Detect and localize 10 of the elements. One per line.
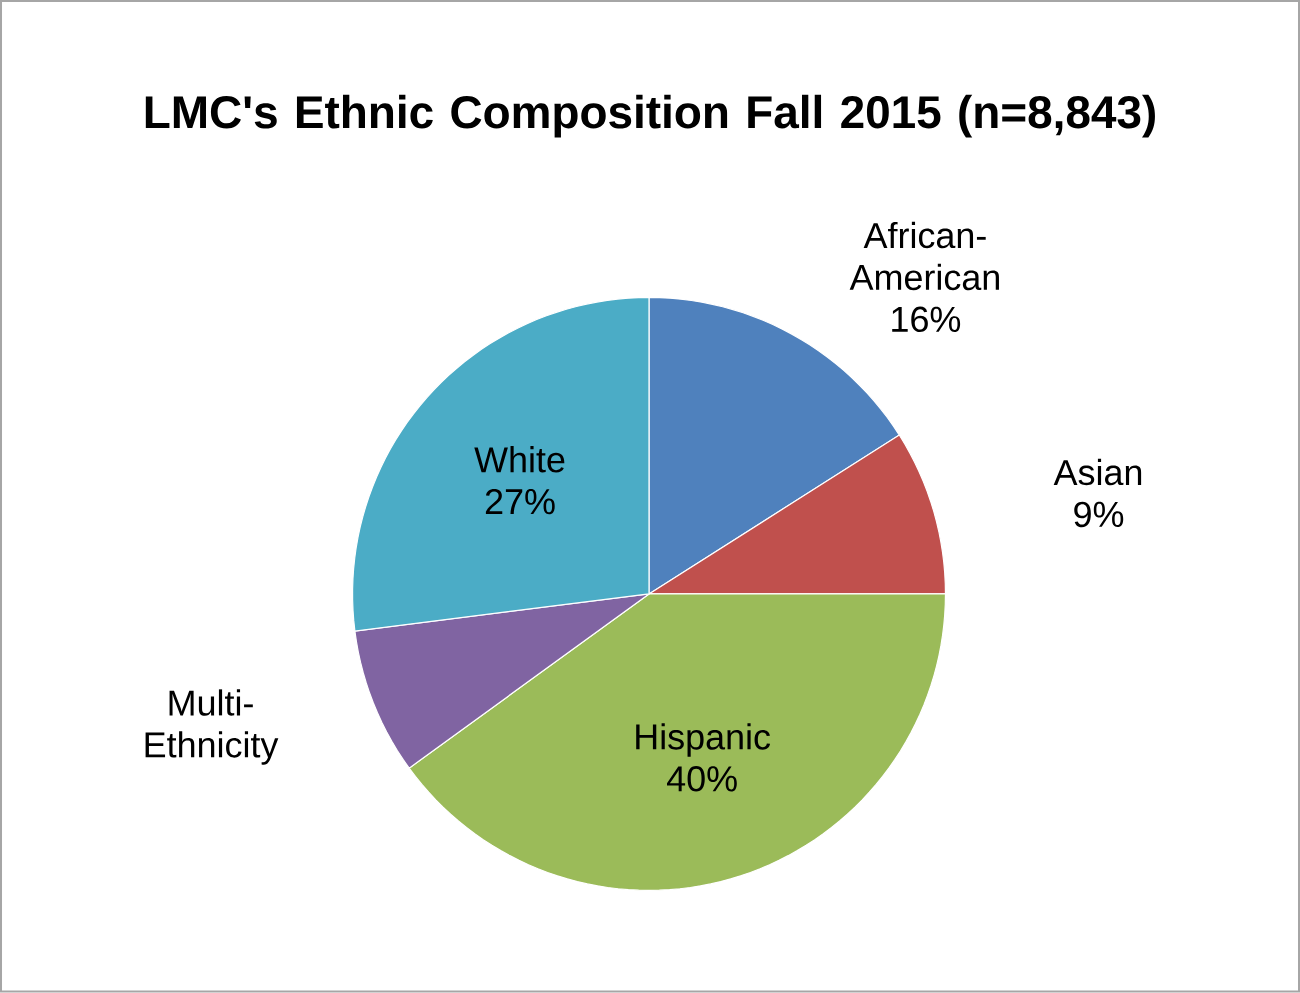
slice-label: Hispanic	[636, 723, 771, 757]
slice-label: White	[474, 446, 565, 473]
data-label: 40%	[667, 766, 737, 792]
chart-title: LMC's Ethnic Composition Fall 2015 (n=8,843)	[145, 94, 1155, 138]
data-label: 16%	[892, 306, 961, 333]
slice-label: African-American	[849, 222, 999, 291]
data-label: 9%	[1074, 501, 1124, 528]
data-label: 27%	[485, 489, 555, 515]
slice-label: Multi-Ethnicity	[145, 689, 279, 765]
slice-label: Asian	[1053, 459, 1142, 486]
